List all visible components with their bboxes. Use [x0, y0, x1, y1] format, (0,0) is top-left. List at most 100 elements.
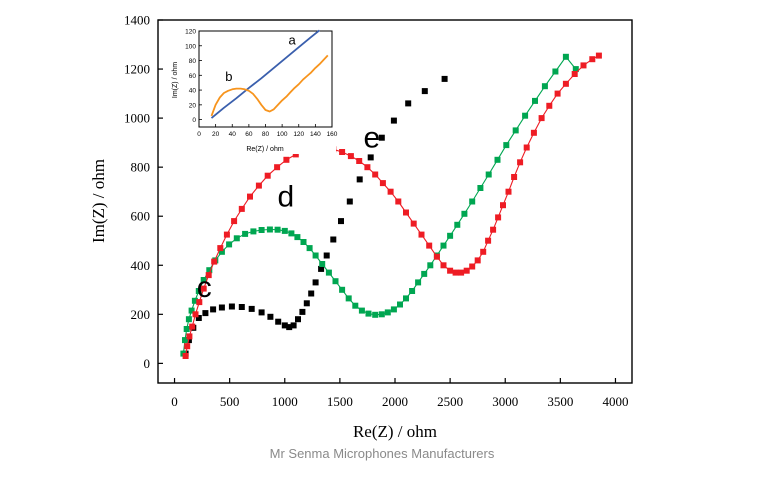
series-d-point — [409, 288, 416, 294]
series-c-point — [390, 117, 397, 124]
series-d-point — [200, 277, 207, 283]
series-d-point — [281, 227, 288, 234]
series-d-point — [572, 66, 579, 73]
main-x-tick-label: 1000 — [272, 394, 298, 409]
series-d-point — [372, 311, 379, 318]
watermark-caption: Mr Senma Microphones Manufacturers — [269, 446, 495, 461]
series-e-point — [480, 248, 487, 255]
series-c-point — [228, 303, 235, 310]
series-d-point — [242, 230, 249, 237]
main-axis-ticks: 0 500 1000 1500 2000 2500 3000 3500 400002004006… — [124, 13, 628, 410]
series-c-point — [238, 304, 245, 310]
series-d-point — [312, 252, 319, 259]
series-d-point — [494, 156, 501, 163]
main-x-tick-label: 2500 — [437, 394, 463, 409]
series-c-point — [258, 309, 265, 316]
inset-x-axis-label: Re(Z) / ohm — [246, 146, 284, 153]
inset-curve-label-b: b — [225, 69, 232, 84]
main-y-tick-label: 400 — [131, 258, 151, 273]
series-d-point — [274, 226, 281, 233]
series-e-point — [264, 172, 271, 179]
series-d-point — [403, 295, 409, 302]
series-d-point — [226, 241, 233, 248]
curve-label-d: d — [278, 180, 295, 213]
inset-y-tick-label: 20 — [189, 102, 197, 109]
series-c-point — [275, 318, 282, 325]
series-e-point — [211, 258, 218, 265]
series-e-point — [347, 153, 354, 160]
main-y-axis-label: Im(Z) / ohm — [89, 159, 108, 243]
series-d-point — [206, 267, 213, 274]
main-chart: 0 500 1000 1500 2000 2500 3000 3500 400002004006… — [89, 13, 633, 441]
series-d-point — [182, 337, 188, 344]
main-x-axis-label: Re(Z) / ohm — [353, 422, 437, 441]
series-e-point — [418, 231, 425, 238]
series-d-point — [552, 68, 559, 75]
series-d-point — [415, 279, 422, 286]
series-d-point — [503, 142, 510, 149]
series-d-point — [477, 185, 484, 191]
main-x-tick-label: 3000 — [492, 394, 518, 409]
series-d-point — [258, 227, 265, 233]
inset-series-b-line — [210, 54, 329, 117]
series-d-point — [512, 127, 519, 134]
inset-y-tick-label: 80 — [189, 58, 197, 65]
series-e-point — [447, 267, 454, 274]
main-y-tick-label: 200 — [131, 307, 151, 322]
series-d-point — [562, 53, 569, 60]
series-e-point — [189, 323, 196, 330]
series-e-point — [238, 205, 245, 212]
series-e-point — [490, 226, 497, 233]
inset-series-group — [210, 29, 329, 119]
series-e-point — [192, 311, 199, 318]
inset-x-tick-label: 0 — [197, 131, 201, 138]
series-c-point — [248, 305, 255, 312]
main-x-tick-label: 3500 — [547, 394, 573, 409]
series-d-point — [421, 270, 428, 277]
series-e-point — [339, 149, 346, 155]
series-c-point — [195, 315, 202, 321]
series-e-point — [595, 52, 602, 59]
series-e-point — [433, 253, 440, 260]
series-c-point — [286, 324, 293, 331]
series-d-point — [300, 239, 307, 245]
series-d-point — [461, 210, 468, 217]
series-c-point — [421, 88, 428, 95]
series-d-point — [266, 226, 273, 233]
series-e-point — [554, 90, 561, 97]
series-c-point — [405, 100, 412, 107]
series-e-point — [403, 209, 409, 216]
series-c-point — [299, 308, 306, 315]
main-curve-labels: c d e — [197, 122, 380, 305]
series-d-point — [319, 261, 326, 267]
series-d-point — [339, 286, 346, 293]
series-d-point — [185, 316, 192, 323]
series-e-point — [283, 156, 290, 163]
series-d-point — [352, 302, 359, 309]
series-e-point — [463, 267, 470, 274]
series-d-point — [345, 295, 352, 302]
series-d-point — [447, 232, 454, 239]
series-d-point — [250, 228, 257, 235]
series-e-point — [395, 198, 402, 205]
series-c-point — [267, 313, 274, 320]
series-d-point — [195, 288, 202, 294]
series-e-point — [255, 182, 262, 189]
series-d-point — [183, 326, 190, 332]
series-d-point — [378, 311, 385, 318]
series-e-point — [495, 214, 502, 221]
main-x-tick-label: 0 — [171, 394, 178, 409]
series-c-point — [318, 265, 325, 272]
series-e-point — [485, 237, 492, 244]
series-e-point — [186, 333, 193, 340]
series-d-point — [288, 230, 295, 237]
series-d-point — [532, 97, 538, 104]
series-c-point — [295, 316, 301, 323]
series-e-point — [247, 193, 253, 200]
series-d-point — [384, 309, 391, 316]
inset-axis-ticks: 0 20 40 60 80 100 120 140 160 0 20 40 60 80 100 120 — [185, 29, 338, 139]
series-c-point — [378, 134, 385, 141]
series-e-point — [217, 245, 224, 252]
main-y-tick-label: 1000 — [124, 111, 150, 126]
